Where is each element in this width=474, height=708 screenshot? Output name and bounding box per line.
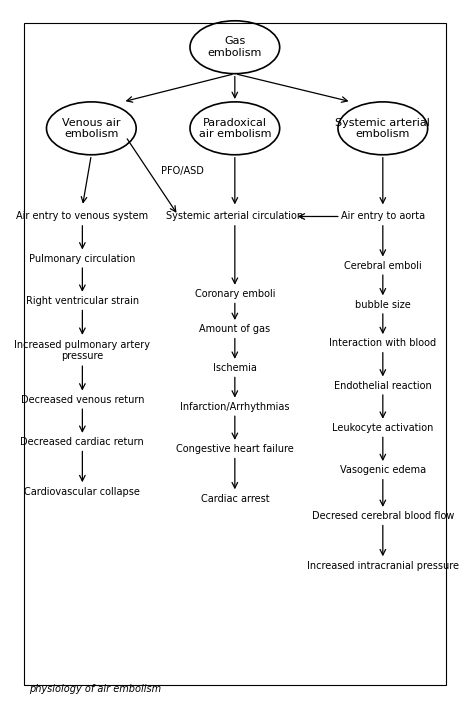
Text: Cerebral emboli: Cerebral emboli	[344, 261, 422, 271]
Text: Cardiac arrest: Cardiac arrest	[201, 493, 269, 503]
Text: Ischemia: Ischemia	[213, 363, 257, 373]
Text: Coronary emboli: Coronary emboli	[195, 289, 275, 299]
Text: Amount of gas: Amount of gas	[199, 324, 270, 334]
Text: Decreased venous return: Decreased venous return	[20, 395, 144, 405]
Text: Infarction/Arrhythmias: Infarction/Arrhythmias	[180, 402, 290, 412]
Text: PFO/ASD: PFO/ASD	[161, 166, 204, 176]
Text: Venous air
embolism: Venous air embolism	[62, 118, 120, 139]
Text: Decresed cerebral blood flow: Decresed cerebral blood flow	[311, 511, 454, 521]
Text: Leukocyte activation: Leukocyte activation	[332, 423, 434, 433]
Text: Pulmonary circulation: Pulmonary circulation	[29, 253, 136, 264]
Text: physiology of air embolism: physiology of air embolism	[28, 684, 161, 694]
Text: Increased intracranial pressure: Increased intracranial pressure	[307, 561, 459, 571]
Text: Cardiovascular collapse: Cardiovascular collapse	[25, 486, 140, 496]
Text: Air entry to aorta: Air entry to aorta	[341, 212, 425, 222]
Text: Increased pulmonary artery
pressure: Increased pulmonary artery pressure	[14, 340, 150, 361]
Text: Gas
embolism: Gas embolism	[208, 36, 262, 58]
Text: Paradoxical
air embolism: Paradoxical air embolism	[199, 118, 271, 139]
Text: Right ventricular strain: Right ventricular strain	[26, 296, 139, 306]
Text: bubble size: bubble size	[355, 299, 410, 309]
Text: Systemic arterial circulation: Systemic arterial circulation	[166, 212, 303, 222]
Text: Interaction with blood: Interaction with blood	[329, 338, 437, 348]
Text: Vasogenic edema: Vasogenic edema	[340, 465, 426, 475]
Text: Air entry to venous system: Air entry to venous system	[16, 212, 148, 222]
Text: Decreased cardiac return: Decreased cardiac return	[20, 437, 144, 447]
Text: Systemic arterial
embolism: Systemic arterial embolism	[336, 118, 430, 139]
Text: Endothelial reaction: Endothelial reaction	[334, 381, 432, 391]
Text: Congestive heart failure: Congestive heart failure	[176, 444, 294, 455]
